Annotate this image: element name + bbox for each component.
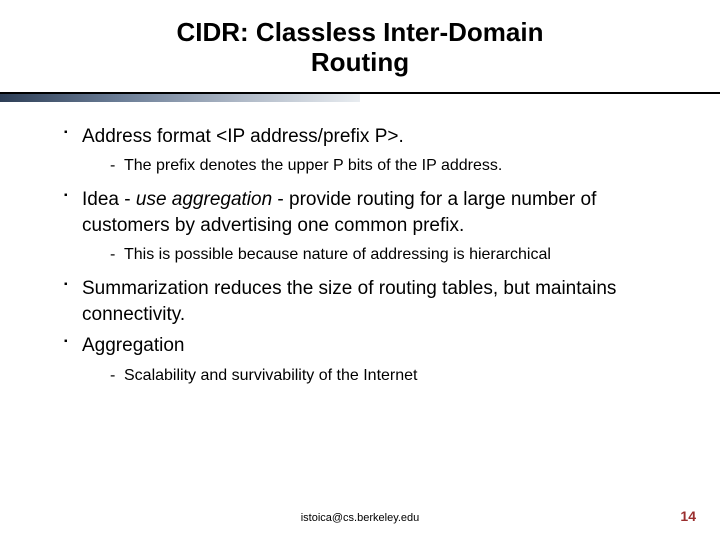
sub-text: This is possible because nature of addre…: [124, 246, 551, 263]
footer-email: istoica@cs.berkeley.edu: [301, 512, 420, 524]
sub-text: The prefix denotes the upper P bits of t…: [124, 157, 502, 174]
slide-title: CIDR: Classless Inter-Domain Routing: [0, 0, 720, 88]
page-number: 14: [680, 508, 696, 524]
bullet-item: Idea - use aggregation - provide routing…: [64, 187, 680, 266]
sub-list: The prefix denotes the upper P bits of t…: [82, 155, 680, 177]
sub-list: Scalability and survivability of the Int…: [82, 365, 680, 387]
bullet-text: Address format <IP address/prefix P>.: [82, 126, 404, 147]
sub-list: This is possible because nature of addre…: [82, 244, 680, 266]
bullet-list: Address format <IP address/prefix P>. Th…: [40, 124, 680, 387]
bullet-text: Summarization reduces the size of routin…: [82, 278, 616, 325]
bullet-text: Aggregation: [82, 335, 184, 356]
sub-text: Scalability and survivability of the Int…: [124, 367, 417, 384]
title-line-1: CIDR: Classless Inter-Domain: [177, 17, 544, 47]
bullet-item: Aggregation Scalability and survivabilit…: [64, 333, 680, 386]
title-line-2: Routing: [311, 47, 409, 77]
sub-item: Scalability and survivability of the Int…: [110, 365, 680, 387]
sub-item: The prefix denotes the upper P bits of t…: [110, 155, 680, 177]
bullet-item: Address format <IP address/prefix P>. Th…: [64, 124, 680, 177]
bullet-text-em: use aggregation: [136, 189, 272, 210]
title-rule: [0, 92, 720, 102]
sub-item: This is possible because nature of addre…: [110, 244, 680, 266]
bullet-text-pre: Idea -: [82, 189, 136, 210]
title-rule-gradient: [0, 94, 360, 102]
slide-body: Address format <IP address/prefix P>. Th…: [0, 102, 720, 387]
bullet-item: Summarization reduces the size of routin…: [64, 276, 680, 327]
